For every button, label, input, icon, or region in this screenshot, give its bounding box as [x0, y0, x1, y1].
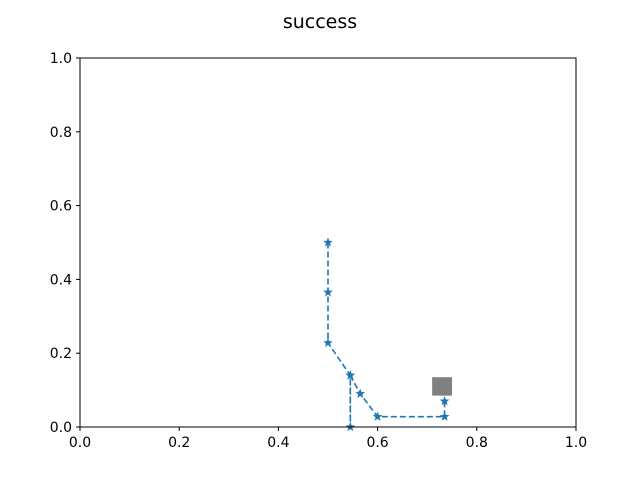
- x-tick-label: 0.6: [366, 435, 388, 451]
- y-tick-label: 0.0: [50, 420, 72, 436]
- plot-area: [323, 237, 452, 432]
- data-point: [323, 237, 333, 247]
- x-tick-label: 0.4: [267, 435, 289, 451]
- y-tick-label: 0.6: [50, 199, 72, 215]
- data-point: [439, 411, 450, 421]
- y-tick-label: 1.0: [50, 51, 72, 67]
- data-point: [372, 411, 383, 421]
- y-tick-label: 0.8: [50, 125, 72, 141]
- data-point: [355, 388, 366, 398]
- series-line: [327, 242, 446, 428]
- chart-title: success: [283, 11, 357, 33]
- data-point: [439, 396, 450, 406]
- axis-ticks: 0.0 0.2 0.4 0.6 0.8 1.0 0.0 0.2 0.4 0.6 0.8 1.0: [50, 51, 587, 451]
- data-point: [323, 337, 333, 347]
- x-tick-label: 1.0: [565, 435, 587, 451]
- data-point: [345, 370, 356, 380]
- x-tick-label: 0.8: [466, 435, 488, 451]
- x-tick-label: 0.2: [168, 435, 190, 451]
- x-tick-label: 0.0: [69, 435, 91, 451]
- data-point: [323, 287, 333, 297]
- target-rect: [432, 377, 452, 396]
- axes-frame: [79, 57, 577, 428]
- y-tick-label: 0.4: [50, 272, 72, 288]
- y-tick-label: 0.2: [50, 346, 72, 362]
